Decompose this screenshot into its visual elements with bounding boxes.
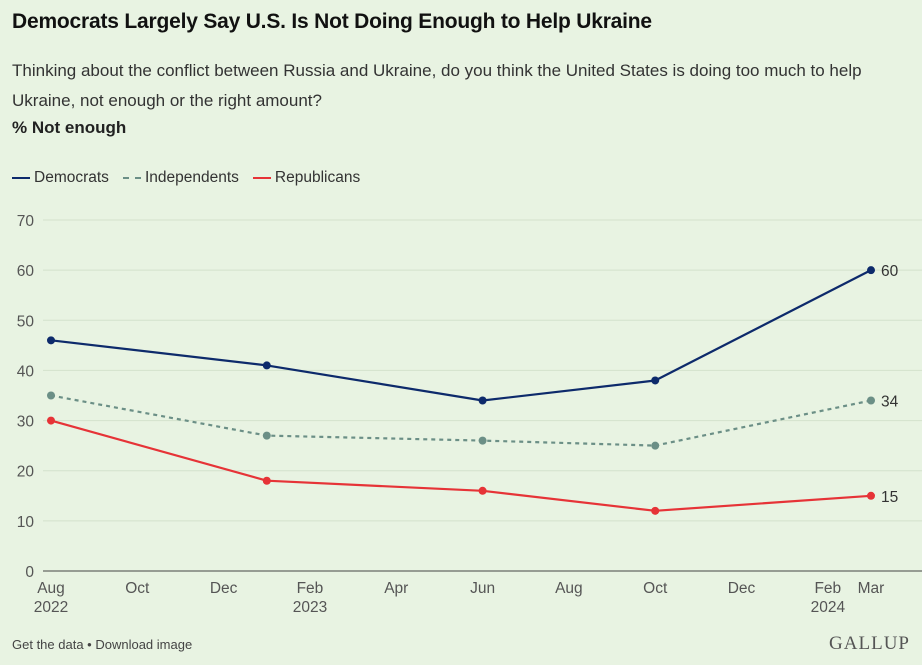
data-point-democrats-2023-06 (478, 396, 487, 405)
data-point-republicans-2024-03 (867, 491, 875, 500)
y-tick-label-0: 0 (25, 564, 34, 581)
x-tick-label-2023-12: Dec (728, 580, 756, 597)
y-tick-label-60: 60 (17, 263, 35, 280)
data-point-republicans-2022-08 (47, 416, 55, 425)
legend-label-republicans: Republicans (274, 169, 361, 186)
chart-legend: Democrats Independents Republicans (12, 169, 374, 187)
data-point-democrats-2024-03 (867, 266, 875, 275)
x-tick-label-2022-10: Oct (125, 580, 150, 597)
footer-separator: • (83, 637, 96, 652)
legend-swatch-independents (122, 177, 141, 179)
legend-swatch-republicans (252, 177, 271, 179)
download-image-link[interactable]: Download image (95, 637, 193, 652)
data-point-democrats-2023-01 (262, 361, 271, 370)
x-tick-year-2024-02: 2024 (811, 599, 846, 616)
data-point-independents-2023-01 (262, 431, 271, 440)
x-tick-label-2023-04: Apr (384, 580, 408, 597)
legend-item-democrats[interactable]: Democrats (12, 169, 109, 187)
x-tick-label-2024-03: Mar (858, 580, 885, 597)
legend-label-democrats: Democrats (34, 169, 109, 186)
legend-label-independents: Independents (144, 169, 239, 186)
data-point-independents-2023-10 (651, 441, 660, 450)
end-label-democrats: 60 (881, 263, 899, 280)
end-label-republicans: 15 (881, 489, 898, 506)
x-tick-label-2023-06: Jun (470, 580, 495, 597)
y-tick-label-20: 20 (17, 464, 35, 481)
gallup-logo: GALLUP (829, 633, 910, 654)
x-tick-label-2023-08: Aug (555, 580, 583, 597)
data-point-democrats-2022-08 (47, 336, 55, 345)
data-point-republicans-2023-01 (262, 476, 271, 485)
data-point-independents-2023-06 (478, 436, 487, 445)
series-line-republicans (50, 419, 872, 512)
y-tick-label-50: 50 (17, 313, 35, 330)
chart-title: Democrats Largely Say U.S. Is Not Doing … (12, 10, 652, 33)
y-tick-label-30: 30 (17, 414, 35, 431)
y-tick-label-70: 70 (17, 213, 35, 230)
get-data-link[interactable]: Get the data (12, 637, 84, 652)
legend-swatch-democrats (12, 177, 30, 179)
data-point-republicans-2023-10 (651, 506, 660, 515)
footer-links: Get the data • Download image (12, 637, 192, 652)
end-label-independents: 34 (881, 394, 899, 411)
x-tick-label-2023-02: Feb (297, 580, 324, 597)
series-line-democrats (50, 269, 872, 402)
legend-item-republicans[interactable]: Republicans (252, 169, 361, 187)
data-point-independents-2024-03 (867, 396, 875, 405)
x-tick-label-2024-02: Feb (814, 580, 841, 597)
y-tick-label-10: 10 (17, 514, 35, 531)
data-point-republicans-2023-06 (478, 486, 487, 495)
x-tick-label-2022-08: Aug (37, 580, 65, 597)
legend-item-independents[interactable]: Independents (122, 169, 239, 187)
x-tick-year-2023-02: 2023 (293, 599, 327, 616)
y-tick-label-40: 40 (17, 363, 35, 380)
chart-subtitle: Thinking about the conflict between Russ… (12, 61, 862, 110)
data-point-independents-2022-08 (47, 391, 55, 400)
data-point-democrats-2023-10 (651, 376, 660, 385)
x-tick-label-2022-12: Dec (210, 580, 238, 597)
x-tick-label-2023-10: Oct (643, 580, 668, 597)
x-tick-year-2022-08: 2022 (34, 599, 68, 616)
measure-label: % Not enough (12, 118, 127, 137)
